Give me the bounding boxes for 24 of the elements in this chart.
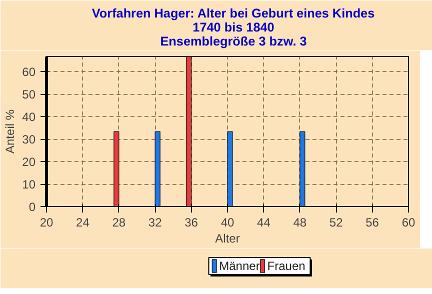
x-tick-label: 40 xyxy=(220,216,234,230)
x-tick-label: 24 xyxy=(76,216,90,230)
x-tick-label: 32 xyxy=(148,216,162,230)
y-tick-label: 20 xyxy=(22,155,36,170)
chart-title: Vorfahren Hager: Alter bei Geburt eines Kindes xyxy=(92,6,375,20)
y-tick-label: 50 xyxy=(22,88,36,102)
legend-label: Frauen xyxy=(267,259,306,273)
x-tick-label: 36 xyxy=(184,216,198,230)
y-tick-label: 0 xyxy=(28,200,36,214)
x-tick-label: 48 xyxy=(293,216,307,230)
x-tick-label: 60 xyxy=(402,216,416,230)
x-axis-title: Alter xyxy=(215,232,240,246)
x-tick-label: 52 xyxy=(329,216,344,230)
y-tick-label: 60 xyxy=(22,65,36,80)
x-tick-label: 28 xyxy=(112,216,126,230)
x-tick-label: 56 xyxy=(366,216,380,230)
y-tick-label: 40 xyxy=(22,110,36,124)
y-tick-label: 30 xyxy=(22,132,36,147)
x-tick-label: 20 xyxy=(40,216,54,230)
y-tick-label: 10 xyxy=(22,178,36,192)
legend-label: Männer xyxy=(219,259,260,273)
x-tick-label: 44 xyxy=(257,216,271,230)
chart-subtitle: 1740 bis 1840 Ensemblegröße 3 bzw. 3 xyxy=(160,20,307,48)
y-axis-title: Anteil % xyxy=(3,109,18,154)
